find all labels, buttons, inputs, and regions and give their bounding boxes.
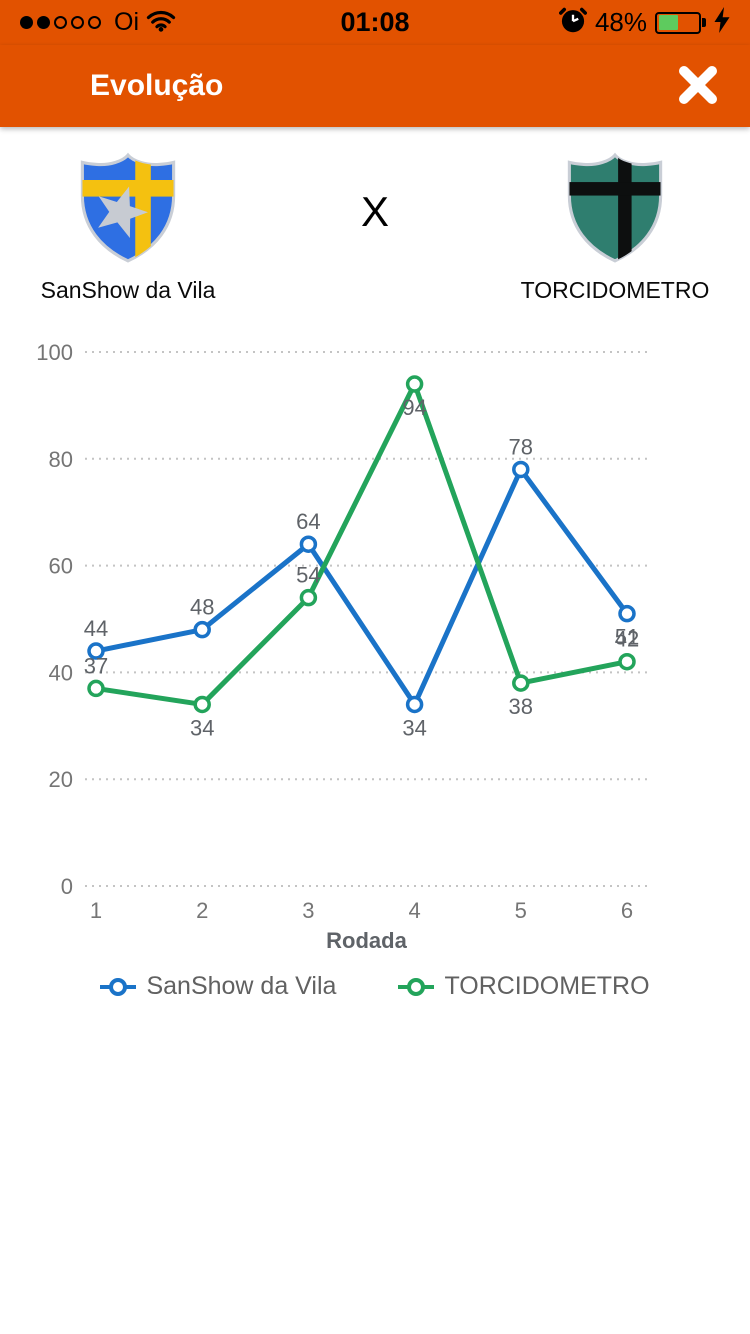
y-tick-label: 80 [49, 447, 73, 472]
chart-legend: SanShow da Vila TORCIDOMETRO [0, 972, 750, 1001]
data-point-label: 51 [615, 625, 639, 650]
away-team-name: TORCIDOMETRO [520, 277, 710, 303]
series-line [93, 466, 630, 707]
x-tick-label: 3 [302, 898, 314, 923]
data-point [193, 620, 211, 639]
x-tick-label: 2 [196, 898, 208, 923]
home-team-crest [80, 152, 176, 263]
data-point-label: 78 [509, 434, 533, 459]
series-line [93, 381, 630, 707]
x-tick-label: 5 [515, 898, 527, 923]
y-tick-label: 20 [49, 767, 73, 792]
modal-header: Evolução [0, 45, 750, 127]
data-point [618, 604, 636, 623]
data-point [405, 375, 424, 393]
carrier-label: Oi [114, 8, 139, 36]
legend-item: SanShow da Vila [100, 972, 336, 1001]
data-point-label: 38 [509, 694, 533, 719]
legend-marker-icon [100, 977, 137, 996]
data-point [405, 695, 424, 714]
data-point-label: 54 [296, 563, 320, 588]
alarm-clock-icon [558, 6, 587, 39]
away-team: TORCIDOMETRO [500, 152, 730, 304]
x-tick-label: 6 [621, 898, 633, 923]
close-button[interactable] [674, 63, 722, 111]
home-team: SanShow da Vila [13, 152, 243, 304]
data-point [87, 679, 105, 698]
battery-icon [655, 11, 706, 34]
y-tick-label: 60 [49, 554, 73, 579]
y-tick-label: 0 [61, 874, 73, 899]
y-tick-label: 100 [36, 340, 73, 365]
data-point-label: 42 [615, 627, 639, 652]
data-point-label: 94 [402, 395, 426, 420]
legend-item: TORCIDOMETRO [398, 972, 650, 1001]
data-point [299, 535, 318, 553]
wifi-icon [146, 8, 176, 37]
status-bar: 01:08 Oi [0, 0, 750, 45]
x-axis-title: Rodada [326, 928, 407, 953]
home-team-name: SanShow da Vila [40, 277, 216, 303]
y-tick-label: 40 [49, 660, 73, 685]
charging-bolt-icon [714, 7, 730, 38]
data-point [193, 695, 211, 714]
cell-signal-icon [20, 16, 101, 29]
data-point [87, 642, 105, 660]
data-point-label: 44 [84, 616, 108, 641]
data-point-label: 37 [84, 653, 108, 678]
close-icon [676, 63, 720, 112]
x-tick-label: 4 [408, 898, 420, 923]
data-point [512, 674, 530, 692]
data-point-label: 64 [296, 509, 320, 534]
away-team-crest [567, 152, 663, 263]
page-title: Evolução [90, 69, 224, 102]
legend-label: SanShow da Vila [146, 972, 337, 1000]
x-tick-label: 1 [90, 898, 102, 923]
data-point-label: 48 [190, 595, 214, 620]
legend-label: TORCIDOMETRO [444, 972, 650, 1000]
versus-label: X [360, 188, 389, 235]
data-point-label: 34 [402, 715, 426, 740]
data-point [618, 652, 636, 671]
battery-percent-label: 48% [594, 7, 647, 37]
data-point-label: 34 [190, 715, 214, 740]
data-point [512, 460, 530, 479]
legend-marker-icon [398, 977, 435, 996]
data-point [299, 588, 318, 607]
